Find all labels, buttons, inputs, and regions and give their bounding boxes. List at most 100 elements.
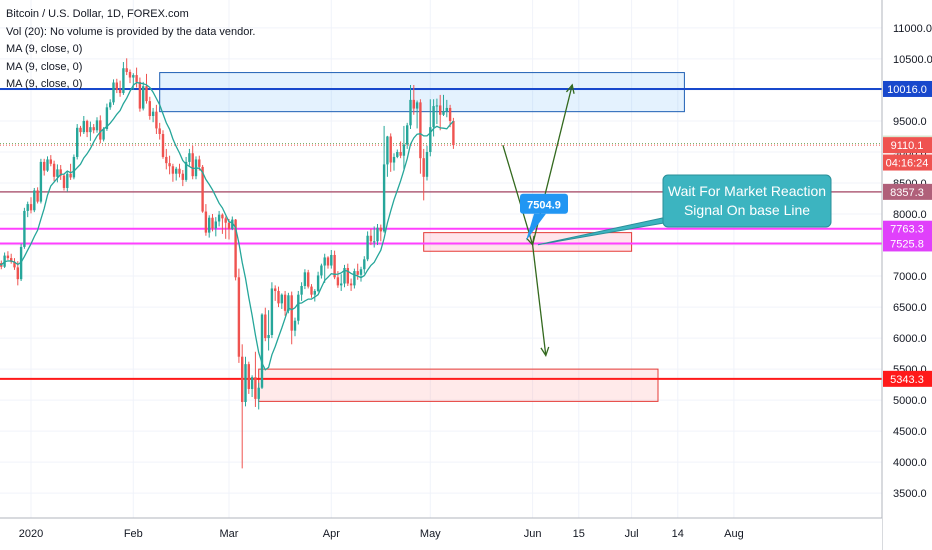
candle-body-92 — [300, 285, 303, 295]
symbol-title[interactable]: Bitcoin / U.S. Dollar, 1D, FOREX.com — [6, 8, 189, 20]
y-tick-label-7: 7000.0 — [893, 271, 927, 283]
candle-body-138 — [452, 120, 455, 146]
candle-body-67 — [217, 214, 221, 222]
candle-body-10 — [29, 204, 33, 211]
candle-body-5 — [13, 261, 16, 268]
candle-body-6 — [16, 267, 19, 280]
candle-body-39 — [125, 68, 128, 72]
price-axis[interactable]: 3500.04000.04500.05000.05500.06000.06500… — [881, 0, 932, 550]
candle-body-119 — [389, 136, 392, 163]
candle-body-103 — [336, 277, 340, 286]
candle-body-55 — [178, 168, 181, 174]
candle-body-105 — [343, 267, 346, 284]
candle-body-17 — [52, 163, 56, 177]
y-tick-label-0: 3500.0 — [893, 488, 927, 500]
x-tick-label-7: Jul — [625, 528, 639, 540]
zone-rect-0 — [159, 72, 685, 113]
candle-body-80 — [260, 314, 264, 388]
candle-body-95 — [310, 286, 313, 295]
candle-body-137 — [448, 107, 452, 121]
candle-body-129 — [422, 158, 425, 177]
ma-indicator-label-2[interactable]: MA (9, close, 0) — [6, 60, 83, 73]
candle-body-21 — [66, 173, 69, 188]
candle-body-24 — [76, 127, 79, 157]
candle-body-113 — [369, 235, 373, 242]
candle-body-123 — [402, 144, 406, 156]
candle-body-50 — [161, 133, 165, 157]
candle-body-71 — [231, 219, 234, 229]
candle-body-43 — [138, 81, 142, 109]
candle-body-35 — [112, 82, 115, 103]
candle-body-11 — [33, 190, 36, 211]
price-label-4: 8357.3 — [890, 187, 924, 199]
candle-body-79 — [257, 387, 260, 399]
candle-body-127 — [415, 102, 419, 109]
candle-body-101 — [330, 254, 333, 266]
candle-body-132 — [432, 106, 435, 128]
candle-body-47 — [151, 111, 155, 117]
candle-body-100 — [326, 257, 330, 266]
candle-body-28 — [89, 127, 92, 133]
y-tick-label-9: 8000.0 — [893, 209, 927, 221]
candle-body-16 — [49, 159, 52, 164]
candle-body-94 — [307, 272, 310, 287]
y-tick-label-5: 6000.0 — [893, 333, 927, 345]
ma-indicator-label-3[interactable]: MA (9, close, 0) — [6, 78, 83, 90]
candle-body-73 — [237, 277, 241, 357]
candle-body-57 — [184, 161, 188, 180]
candle-body-9 — [26, 204, 29, 211]
candle-body-99 — [323, 257, 326, 266]
candle-body-78 — [254, 377, 257, 399]
y-tick-label-14: 10500.0 — [893, 54, 932, 66]
zone-rect-2 — [258, 368, 659, 402]
candle-body-122 — [399, 151, 402, 156]
candle-body-62 — [201, 166, 204, 212]
arrow-head-2 — [540, 346, 550, 357]
candle-body-25 — [79, 127, 82, 133]
candle-body-83 — [270, 288, 274, 335]
candle-body-18 — [56, 169, 59, 177]
candle-body-89 — [290, 295, 293, 331]
candle-body-121 — [396, 151, 399, 157]
y-tick-label-3: 5000.0 — [893, 395, 927, 407]
candle-body-97 — [316, 275, 320, 291]
candle-body-56 — [181, 173, 184, 180]
candle-body-131 — [429, 127, 432, 152]
callout-text: 7504.9 — [527, 200, 561, 212]
candle-body-61 — [198, 159, 201, 167]
candle-body-98 — [320, 265, 323, 276]
candle-body-12 — [36, 190, 39, 202]
candle-body-49 — [158, 128, 161, 134]
x-tick-label-3: Apr — [323, 528, 340, 540]
price-label-box-7 — [883, 370, 932, 387]
candle-body-27 — [85, 120, 89, 133]
candle-body-114 — [373, 241, 376, 243]
candle-body-93 — [303, 272, 307, 286]
candlestick-series — [0, 58, 455, 469]
candle-body-48 — [155, 111, 158, 129]
ma-indicator-label-1[interactable]: MA (9, close, 0) — [6, 43, 83, 55]
candle-body-118 — [386, 136, 389, 165]
candle-body-3 — [6, 255, 10, 259]
candle-body-115 — [376, 227, 379, 242]
candle-body-84 — [274, 288, 277, 291]
y-tick-label-1: 4000.0 — [893, 457, 927, 469]
volume-indicator-label[interactable]: Vol (20): No volume is provided by the d… — [6, 25, 256, 38]
arrow-head-1 — [565, 83, 575, 94]
moving-average-line — [0, 81, 454, 371]
callout-box — [520, 193, 568, 214]
candle-body-38 — [122, 68, 125, 94]
candle-body-120 — [392, 156, 396, 163]
candle-body-13 — [39, 161, 43, 202]
candle-body-52 — [168, 163, 171, 167]
candle-body-112 — [366, 235, 369, 260]
time-axis-bg — [0, 518, 882, 550]
candle-body-37 — [118, 89, 122, 94]
candle-body-42 — [135, 75, 138, 82]
candle-body-90 — [293, 320, 297, 331]
candle-body-36 — [115, 82, 118, 90]
candle-body-26 — [82, 120, 85, 133]
time-axis[interactable]: 2020 Feb Mar Apr May Jun 15 Jul 14 Aug — [0, 517, 882, 550]
x-tick-label-2: Mar — [220, 528, 239, 540]
